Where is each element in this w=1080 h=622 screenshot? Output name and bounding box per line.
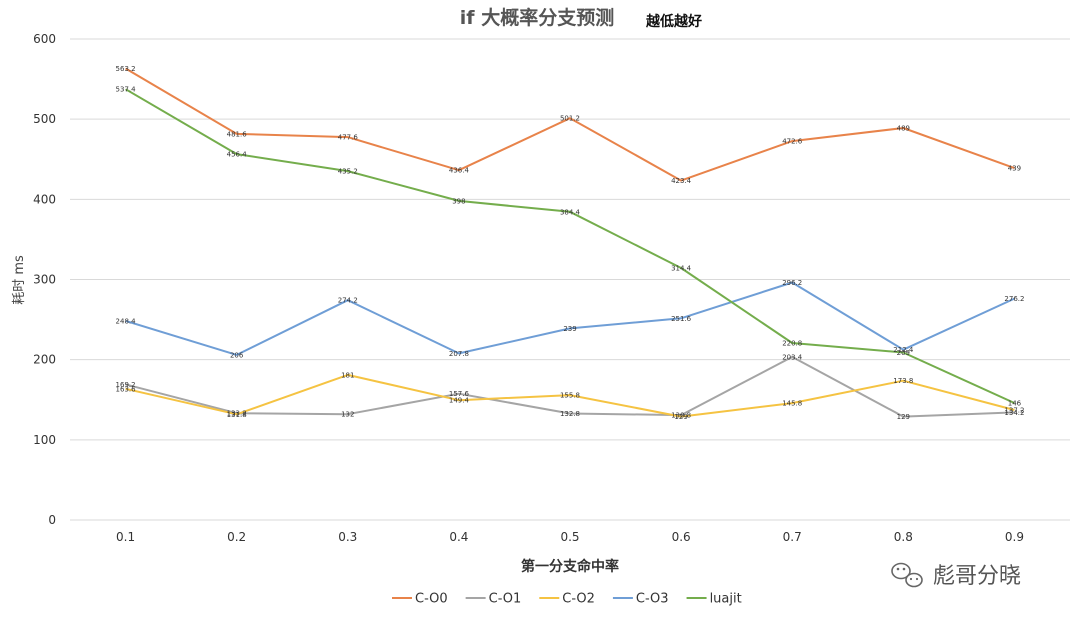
x-tick-label: 0.8 [894, 530, 913, 544]
data-label-C-O1: 157.6 [449, 390, 470, 398]
data-label-C-O0: 489 [897, 124, 910, 132]
watermark: 彪哥分晓 [891, 562, 1021, 589]
data-labels: 563.2 481.6 477.6 436.4 501.2 423.4 472.6 489 43… [116, 65, 1025, 421]
data-label-luajit: 146 [1008, 399, 1022, 407]
y-tick-label: 300 [33, 273, 56, 287]
legend-label: C-O1 [489, 592, 522, 607]
data-label-C-O2: 155.8 [560, 392, 580, 400]
data-label-C-O2: 129 [674, 413, 687, 421]
data-label-C-O3: 274.2 [338, 297, 358, 305]
watermark-text: 彪哥分晓 [933, 564, 1021, 589]
x-tick-label: 0.5 [560, 530, 579, 544]
data-label-C-O2: 145.8 [782, 400, 802, 408]
data-label-C-O0: 477.6 [338, 134, 359, 142]
legend-item-C-O3: C-O3 [612, 592, 669, 607]
legend-item-C-O0: C-O0 [392, 592, 448, 607]
legend: C-O0 C-O1 C-O2 C-O3 luajit [392, 592, 742, 607]
data-label-C-O2: 163.6 [116, 385, 137, 393]
data-label-C-O3: 248.4 [116, 317, 137, 325]
data-label-C-O2: 149.4 [449, 397, 470, 405]
legend-item-C-O2: C-O2 [539, 592, 595, 607]
legend-label: C-O2 [562, 592, 595, 607]
series-line-C-O0 [125, 67, 1015, 182]
legend-label: C-O3 [636, 592, 669, 607]
y-tick-label: 400 [33, 192, 56, 206]
data-label-C-O3: 276.2 [1004, 295, 1024, 303]
y-tick-label: 100 [33, 433, 56, 447]
data-label-C-O0: 423.4 [671, 177, 692, 185]
data-label-C-O0: 481.6 [227, 130, 248, 138]
data-label-luajit: 398 [452, 197, 465, 205]
y-tick-label: 0 [48, 513, 56, 527]
x-tick-label: 0.2 [227, 530, 246, 544]
data-label-C-O3: 239 [563, 325, 576, 333]
x-tick-label: 0.1 [116, 530, 135, 544]
data-label-luajit: 384.4 [560, 208, 581, 216]
legend-item-C-O1: C-O1 [465, 592, 522, 607]
x-tick-label: 0.3 [338, 530, 357, 544]
y-tick-label: 500 [33, 112, 56, 126]
data-label-C-O3: 212.4 [893, 346, 914, 354]
data-label-C-O0: 436.4 [449, 167, 470, 175]
data-label-C-O3: 207.8 [449, 350, 469, 358]
wechat-icon [891, 562, 923, 588]
data-label-C-O2: 181 [341, 371, 354, 379]
data-label-C-O1: 133.2 [227, 410, 247, 418]
data-label-C-O2: 131.8 [227, 411, 247, 419]
data-label-C-O3: 251.6 [671, 315, 692, 323]
y-tick-label: 600 [33, 32, 56, 46]
series-line-C-O3 [125, 281, 1015, 356]
data-label-C-O1: 203.4 [782, 353, 803, 361]
data-label-luajit: 314.4 [671, 264, 692, 272]
x-tick-label: 0.4 [449, 530, 468, 544]
series-line-C-O1 [125, 355, 1015, 418]
data-label-luajit: 537.4 [116, 86, 137, 94]
data-label-luajit: 209 [897, 349, 910, 357]
data-label-luajit: 220.8 [782, 339, 802, 347]
y-tick-label: 200 [33, 353, 56, 367]
data-label-C-O3: 206 [230, 351, 244, 359]
chart-title: if 大概率分支预测 [460, 6, 614, 29]
data-label-C-O1: 132 [341, 411, 354, 419]
x-tick-label: 0.9 [1005, 530, 1024, 544]
data-label-C-O1: 134.2 [1004, 409, 1024, 417]
data-label-luajit: 456.4 [227, 151, 248, 159]
x-axis-label: 第一分支命中率 [521, 558, 619, 575]
data-label-C-O1: 132.8 [560, 410, 580, 418]
data-label-C-O1: 169.2 [116, 381, 136, 389]
data-label-C-O1: 130.8 [671, 412, 691, 420]
series-lines [125, 67, 1015, 418]
y-axis-label: 耗时 ms [12, 255, 27, 305]
y-axis-ticks: 0 100 200 300 400 500 600 [33, 32, 56, 527]
grid-lines [70, 38, 1070, 521]
data-label-C-O0: 563.2 [116, 65, 136, 73]
legend-label: luajit [710, 592, 742, 607]
series-line-luajit [125, 88, 1015, 404]
x-tick-label: 0.6 [672, 530, 691, 544]
x-tick-label: 0.7 [783, 530, 802, 544]
data-label-C-O0: 439 [1008, 165, 1021, 173]
legend-item-luajit: luajit [686, 592, 742, 607]
data-label-C-O0: 472.6 [782, 138, 803, 146]
series-line-C-O2 [125, 373, 1015, 418]
legend-label: C-O0 [415, 592, 448, 607]
x-axis-ticks: 0.1 0.2 0.3 0.4 0.5 0.6 0.7 0.8 0.9 [116, 530, 1024, 544]
chart-subtitle: 越低越好 [645, 13, 702, 30]
data-label-C-O2: 137.2 [1004, 407, 1024, 415]
data-label-C-O0: 501.2 [560, 115, 580, 123]
data-label-C-O1: 129 [897, 413, 910, 421]
data-label-C-O3: 296.2 [782, 279, 802, 287]
data-label-luajit: 435.2 [338, 168, 358, 176]
data-label-C-O2: 173.8 [893, 377, 913, 385]
